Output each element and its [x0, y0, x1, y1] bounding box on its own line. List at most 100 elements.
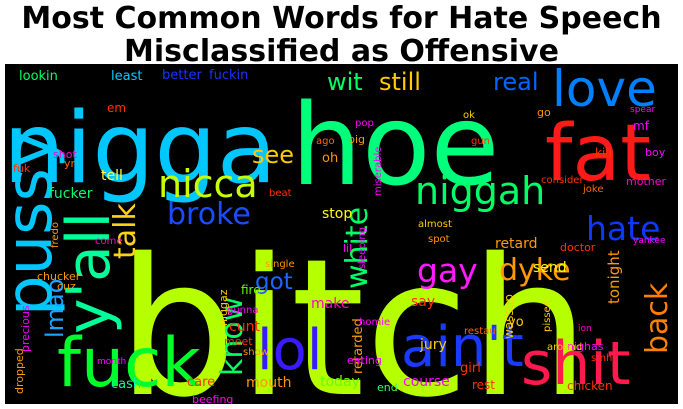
word-41: jury	[419, 337, 447, 353]
word-88: around	[547, 342, 582, 353]
word-30: least	[111, 69, 142, 84]
word-75: yankee	[633, 236, 666, 246]
word-85: homie	[359, 317, 390, 328]
word-49: end	[377, 381, 398, 394]
word-52: yo	[508, 315, 524, 330]
word-34: stop	[322, 206, 352, 222]
word-16: gay	[417, 251, 478, 290]
word-84: ion	[578, 324, 592, 334]
word-36: retarded	[351, 318, 366, 374]
word-20: know	[215, 297, 250, 376]
word-47: girl	[460, 361, 481, 376]
word-6: lol	[257, 318, 322, 383]
word-65: almost	[418, 219, 452, 230]
word-42: today	[320, 374, 360, 390]
word-27: fucker	[49, 186, 93, 202]
word-1: hoe	[291, 81, 499, 211]
word-71: pop	[355, 118, 374, 129]
word-3: fat	[545, 109, 651, 199]
word-54: oh	[322, 151, 338, 166]
word-82: nighas	[567, 340, 604, 353]
title-line-2: Misclassified as Offensive	[124, 34, 559, 69]
word-45: cash	[111, 377, 141, 392]
word-81: niggaz	[217, 289, 230, 326]
word-72: ok	[463, 110, 475, 121]
word-43: course	[403, 374, 450, 390]
word-86: eating	[347, 354, 382, 367]
word-26: lmao	[41, 279, 69, 338]
word-19: white	[340, 207, 375, 289]
word-40: say	[411, 294, 435, 310]
word-50: chicken	[567, 379, 613, 393]
word-77: fredo	[50, 222, 61, 248]
word-35: retard	[495, 236, 538, 252]
word-37: tonight	[605, 250, 623, 304]
word-21: see	[252, 141, 294, 169]
word-78: chucker	[37, 270, 81, 283]
word-2: nigga	[5, 92, 277, 206]
word-9: pussy	[5, 130, 67, 316]
word-55: fire	[241, 283, 261, 297]
word-97: sleeping	[357, 227, 368, 269]
title-line-1: Most Common Words for Hate Speech	[21, 1, 662, 36]
word-60: mf	[633, 119, 650, 133]
word-100: come	[95, 236, 123, 247]
word-62: mother	[626, 175, 666, 188]
word-91: meet	[224, 335, 253, 348]
word-24: still	[379, 68, 421, 96]
word-74: spear	[630, 105, 655, 115]
word-56: em	[107, 101, 126, 115]
word-28: cunt	[229, 319, 260, 335]
word-22: got	[255, 269, 293, 295]
word-67: pissed	[542, 300, 553, 332]
word-0: bitch	[117, 218, 590, 404]
word-32: fuckin	[209, 68, 248, 83]
word-12: niggah	[415, 169, 545, 213]
word-5: fuck	[57, 324, 201, 403]
word-10: y'all	[54, 212, 124, 334]
word-64: consider	[541, 175, 584, 186]
word-4: love	[552, 64, 657, 118]
word-76: cuz	[57, 280, 76, 293]
word-94: beefing	[192, 393, 233, 404]
word-18: back	[640, 282, 675, 354]
chart-title: Most Common Words for Hate Speech Miscla…	[0, 2, 683, 68]
word-39: make	[311, 296, 349, 312]
word-90: gunna	[227, 305, 259, 316]
word-15: talk	[108, 203, 143, 259]
word-33: tell	[101, 168, 123, 184]
word-93: month	[97, 357, 126, 367]
word-87: restau	[464, 326, 496, 337]
word-58: go	[537, 106, 551, 119]
word-95: beat	[269, 188, 292, 199]
word-69: miserable	[373, 147, 384, 196]
word-79: precious	[19, 305, 32, 352]
word-44: mouth	[246, 375, 291, 391]
word-96: lil	[343, 242, 352, 255]
word-63: doctor	[560, 241, 596, 254]
word-8: shit	[521, 329, 630, 399]
word-29: lookin	[19, 69, 58, 84]
word-38: send	[533, 260, 567, 276]
word-98: fuk	[13, 162, 31, 175]
word-83: smh	[591, 353, 612, 364]
word-cloud: bitch hoe nigga fat love fuck lol ain't shit puss…	[5, 64, 678, 404]
word-68: ago	[316, 136, 335, 147]
word-59: joke	[582, 184, 603, 195]
word-66: spot	[428, 234, 450, 245]
word-89: single	[265, 259, 295, 270]
word-53: kill	[595, 146, 612, 160]
word-51: wassup	[502, 294, 516, 339]
word-48: rest	[472, 378, 495, 392]
word-46: care	[187, 375, 215, 390]
word-14: broke	[167, 197, 251, 232]
word-70: big	[348, 133, 365, 146]
word-25: real	[493, 68, 538, 96]
word-61: boy	[645, 146, 666, 159]
word-11: nicca	[158, 162, 258, 206]
word-7: ain't	[401, 315, 524, 380]
word-17: dyke	[499, 253, 571, 288]
word-99: yr	[64, 157, 76, 170]
word-80: dropped	[13, 348, 26, 394]
